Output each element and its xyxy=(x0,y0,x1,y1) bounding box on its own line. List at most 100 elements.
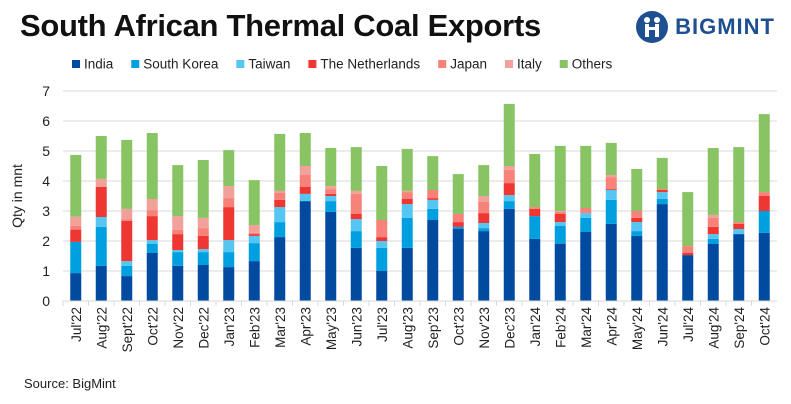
bar-segment-india xyxy=(325,211,337,301)
bar-segment-taiwan xyxy=(656,192,668,199)
y-axis-title: Qty in mnt xyxy=(9,164,25,228)
bar-segment-japan xyxy=(656,189,668,190)
bar-segment-japan xyxy=(172,229,184,235)
bar-segment-japan xyxy=(325,189,337,194)
x-tick-label: Jan'23 xyxy=(222,307,237,346)
bigmint-logo-icon xyxy=(636,11,669,43)
x-tick-label: Aug'23 xyxy=(400,307,415,349)
bar-segment-south-korea xyxy=(248,243,260,262)
bar-segment-india xyxy=(248,261,260,301)
bar-segment-the-netherlands xyxy=(758,196,770,211)
bar-segment-the-netherlands xyxy=(478,213,490,223)
x-tick-label: Sep'24 xyxy=(732,307,747,349)
y-tick-label: 0 xyxy=(42,293,50,309)
bar-segment-the-netherlands xyxy=(656,190,668,193)
legend-label: Taiwan xyxy=(248,57,290,72)
bar-segment-taiwan xyxy=(350,219,362,232)
x-tick-label: Jun'23 xyxy=(349,307,364,346)
bar-segment-india xyxy=(758,232,770,301)
bar-segment-the-netherlands xyxy=(427,198,439,200)
bar-segment-others xyxy=(682,192,694,247)
bar-segment-japan xyxy=(427,190,439,199)
bar-segment-italy xyxy=(248,225,260,233)
bar-segment-taiwan xyxy=(554,222,566,226)
legend-label: The Netherlands xyxy=(320,57,420,72)
bar-segment-taiwan xyxy=(197,249,209,253)
bar-segment-india xyxy=(580,232,592,301)
bar-segment-italy xyxy=(503,166,515,170)
bar-segment-the-netherlands xyxy=(605,189,617,190)
bar-segment-taiwan xyxy=(707,234,719,239)
y-tick-label: 4 xyxy=(42,173,50,189)
bar-segment-india xyxy=(350,247,362,301)
bar-segment-south-korea xyxy=(146,244,158,253)
bar-segment-india xyxy=(529,238,541,301)
bar-segment-japan xyxy=(758,192,770,196)
y-tick-label: 7 xyxy=(42,83,50,99)
bar-segment-the-netherlands xyxy=(733,223,745,229)
x-tick-label: Jun'24 xyxy=(655,307,670,347)
bar-segment-taiwan xyxy=(580,213,592,218)
bar-segment-the-netherlands xyxy=(172,234,184,250)
bar-segment-taiwan xyxy=(503,195,515,202)
x-tick-label: Mar'23 xyxy=(273,307,288,348)
legend-swatch xyxy=(131,60,140,68)
bar-segment-taiwan xyxy=(299,193,311,202)
x-tick-label: May'24 xyxy=(630,307,645,351)
bar-segment-india xyxy=(95,265,107,301)
bar-segment-italy xyxy=(223,186,235,199)
bar-segment-others xyxy=(631,169,643,211)
y-tick-label: 1 xyxy=(42,263,50,279)
bar-segment-others xyxy=(478,165,490,196)
y-tick-label: 5 xyxy=(42,143,50,159)
bar-segment-the-netherlands xyxy=(146,216,158,241)
bar-segment-others xyxy=(656,157,668,190)
bar-segment-south-korea xyxy=(452,226,464,229)
bar-segment-others xyxy=(452,174,464,214)
bar-segment-taiwan xyxy=(146,240,158,244)
bar-segment-india xyxy=(146,253,158,301)
bar-segment-italy xyxy=(274,190,286,193)
bar-segment-south-korea xyxy=(325,201,337,212)
bar-segment-japan xyxy=(401,192,413,199)
bar-segment-others xyxy=(121,139,133,209)
bar-segment-south-korea xyxy=(478,228,490,232)
x-tick-label: Jul'22 xyxy=(69,307,84,342)
bar-segment-italy xyxy=(325,186,337,190)
bar-segment-others xyxy=(70,154,82,217)
bar-segment-others xyxy=(248,180,260,226)
bar-segment-japan xyxy=(274,193,286,200)
legend-swatch xyxy=(504,60,513,68)
bar-segment-japan xyxy=(197,228,209,236)
bar-segment-others xyxy=(707,148,719,215)
bar-segment-the-netherlands xyxy=(376,237,388,241)
bar-segment-south-korea xyxy=(554,226,566,244)
bar-segment-taiwan xyxy=(376,241,388,248)
bar-segment-italy xyxy=(707,214,719,218)
bar-segment-india xyxy=(503,208,515,301)
bar-segment-others xyxy=(223,150,235,187)
bar-segment-taiwan xyxy=(631,222,643,232)
legend-swatch xyxy=(236,60,245,68)
bar-segment-taiwan xyxy=(427,199,439,209)
bar-segment-south-korea xyxy=(758,211,770,233)
bar-segment-taiwan xyxy=(325,196,337,202)
bar-segment-the-netherlands xyxy=(682,253,694,256)
bar-segment-south-korea xyxy=(631,231,643,236)
x-tick-label: Feb'24 xyxy=(553,307,568,348)
bar-segment-japan xyxy=(503,169,515,184)
bar-segment-south-korea xyxy=(95,226,107,266)
bar-segment-the-netherlands xyxy=(70,229,82,242)
bar-segment-japan xyxy=(605,177,617,190)
bar-segment-others xyxy=(605,142,617,175)
legend-label: India xyxy=(84,57,114,72)
bar-segment-japan xyxy=(682,246,694,253)
bar-segment-italy xyxy=(70,216,82,226)
bar-segment-south-korea xyxy=(656,199,668,205)
bar-segment-others xyxy=(376,166,388,220)
bar-segment-japan xyxy=(580,208,592,214)
bar-segment-others xyxy=(503,103,515,166)
bar-segment-south-korea xyxy=(274,222,286,238)
bar-segment-south-korea xyxy=(121,265,133,277)
